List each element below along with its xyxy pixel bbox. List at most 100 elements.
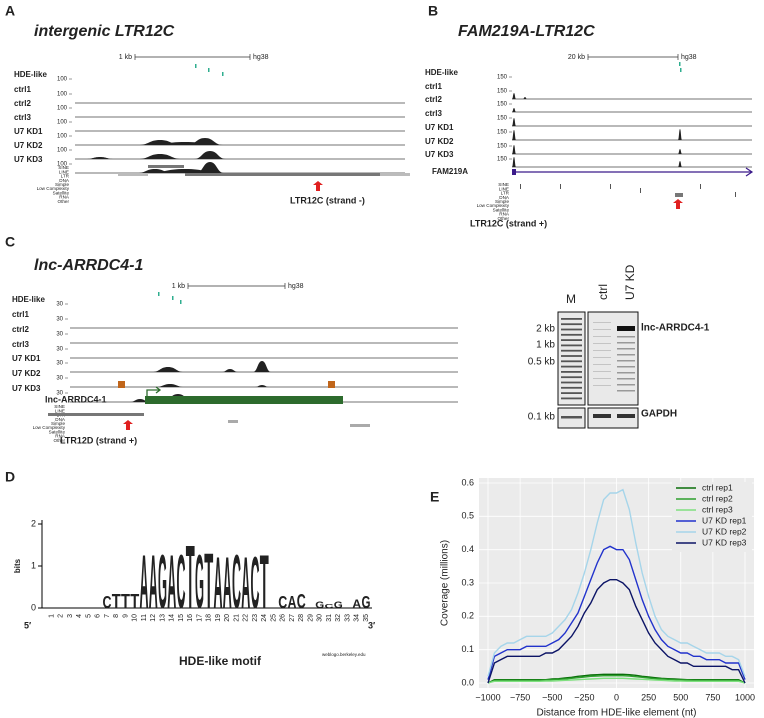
position-label: 26: [280, 614, 287, 622]
logo-letter: G: [158, 540, 167, 625]
scale-label: 20 kb: [568, 54, 585, 61]
track-scale: 30: [56, 391, 63, 397]
repeat-element: [185, 173, 380, 176]
smear: [593, 385, 611, 386]
smear: [617, 390, 635, 392]
lane-label: M: [566, 292, 576, 306]
smear: [617, 384, 635, 386]
repeat-class: Satellite: [53, 190, 70, 195]
track-name: ctrl1: [14, 85, 31, 94]
position-label: 11: [141, 614, 148, 621]
scale-label: 1 kb: [172, 283, 185, 290]
gene-name: FAM219A: [432, 167, 468, 176]
repeat-class: SINE: [498, 182, 509, 187]
repeat-class: Other: [54, 438, 66, 443]
coverage: [253, 361, 271, 372]
repeat-class: LINE: [499, 186, 509, 191]
panel-label: C: [5, 234, 15, 250]
track-scale: 100: [57, 148, 68, 154]
track-name: HDE-like: [425, 68, 458, 77]
smear: [593, 343, 611, 344]
track-scale: 150: [497, 75, 508, 81]
logo-letter: A: [223, 543, 232, 625]
x-tick-label: −1000: [475, 692, 500, 702]
ladder-band: [561, 339, 582, 341]
logo-letter: C: [232, 540, 241, 625]
repeat-class: RNA: [55, 434, 66, 439]
smear: [593, 371, 611, 372]
legend-entry: U7 KD rep1: [702, 515, 747, 525]
track-name: ctrl2: [14, 99, 31, 108]
logo-letter: A: [167, 540, 176, 625]
assembly: hg38: [681, 54, 697, 61]
position-label: 7: [104, 614, 111, 618]
coverage: [196, 162, 224, 173]
annotation: LTR12D (strand +): [60, 435, 137, 445]
y-tick-label: 0.2: [461, 611, 474, 621]
logo-letter: A: [288, 594, 297, 613]
y-tick-label: 0.3: [461, 577, 474, 587]
gene-exon: [512, 169, 516, 175]
ladder-band: [561, 318, 582, 320]
track-name: HDE-like: [14, 70, 47, 79]
position-label: 1: [48, 614, 55, 618]
smear: [617, 336, 635, 338]
logo-letter: A: [214, 543, 223, 625]
position-label: 18: [206, 614, 213, 622]
ladder-band: [561, 349, 582, 352]
coverage: [512, 130, 516, 140]
smear: [593, 329, 611, 330]
coverage: [512, 118, 516, 126]
red-arrow: [123, 420, 133, 430]
repeat-element: [350, 424, 370, 427]
position-label: 15: [178, 614, 185, 622]
hde-site: [222, 72, 224, 76]
gel-box: [587, 407, 639, 429]
repeat-class: Low Complexity: [37, 186, 70, 191]
position-label: 35: [363, 614, 370, 622]
track-name: ctrl3: [425, 109, 442, 118]
lane-label: ctrl: [596, 284, 610, 300]
track-scale: 30: [56, 361, 63, 367]
ladder-band: [561, 386, 582, 389]
coverage: [156, 384, 184, 387]
end-label: 5′: [24, 620, 31, 630]
coverage: [145, 169, 225, 173]
panel-title: lnc-ARRDC4-1: [34, 257, 143, 274]
logo-letter: T: [130, 589, 139, 612]
repeat-element: [700, 184, 701, 189]
gel-box: [557, 311, 586, 406]
red-arrow: [673, 199, 683, 209]
position-label: 16: [187, 614, 194, 622]
ladder-band: [561, 333, 582, 336]
tick-label: 2: [31, 518, 36, 528]
logo-letter: T: [260, 540, 269, 625]
repeat-class: Other: [58, 199, 70, 204]
repeat-element: [640, 188, 641, 193]
legend-box: [672, 482, 752, 552]
logo-letter: G: [362, 594, 371, 613]
repeat-element: [520, 184, 521, 189]
x-tick-label: 500: [673, 692, 688, 702]
track-scale: 30: [56, 347, 63, 353]
panel-label: A: [5, 3, 15, 19]
series-line: [487, 488, 746, 677]
size-marker: 2 kb: [536, 324, 555, 335]
repeat-class: RNA: [59, 195, 70, 200]
repeat-class: Simple: [495, 199, 509, 204]
position-label: 19: [215, 614, 222, 622]
x-tick-label: 1000: [735, 692, 755, 702]
repeat-class: Low Complexity: [477, 203, 510, 208]
track-name: ctrl3: [14, 113, 31, 122]
coverage: [678, 149, 682, 154]
ladder-band: [561, 397, 582, 400]
repeat-class: DNA: [499, 195, 510, 200]
ladder-band: [561, 328, 582, 331]
legend-entry: U7 KD rep3: [702, 537, 747, 547]
track-scale: 100: [57, 120, 68, 126]
position-label: 12: [150, 614, 157, 622]
repeat-class: Satellite: [49, 429, 66, 434]
legend-entry: U7 KD rep2: [702, 526, 747, 536]
repeat-class: Low Complexity: [33, 425, 66, 430]
